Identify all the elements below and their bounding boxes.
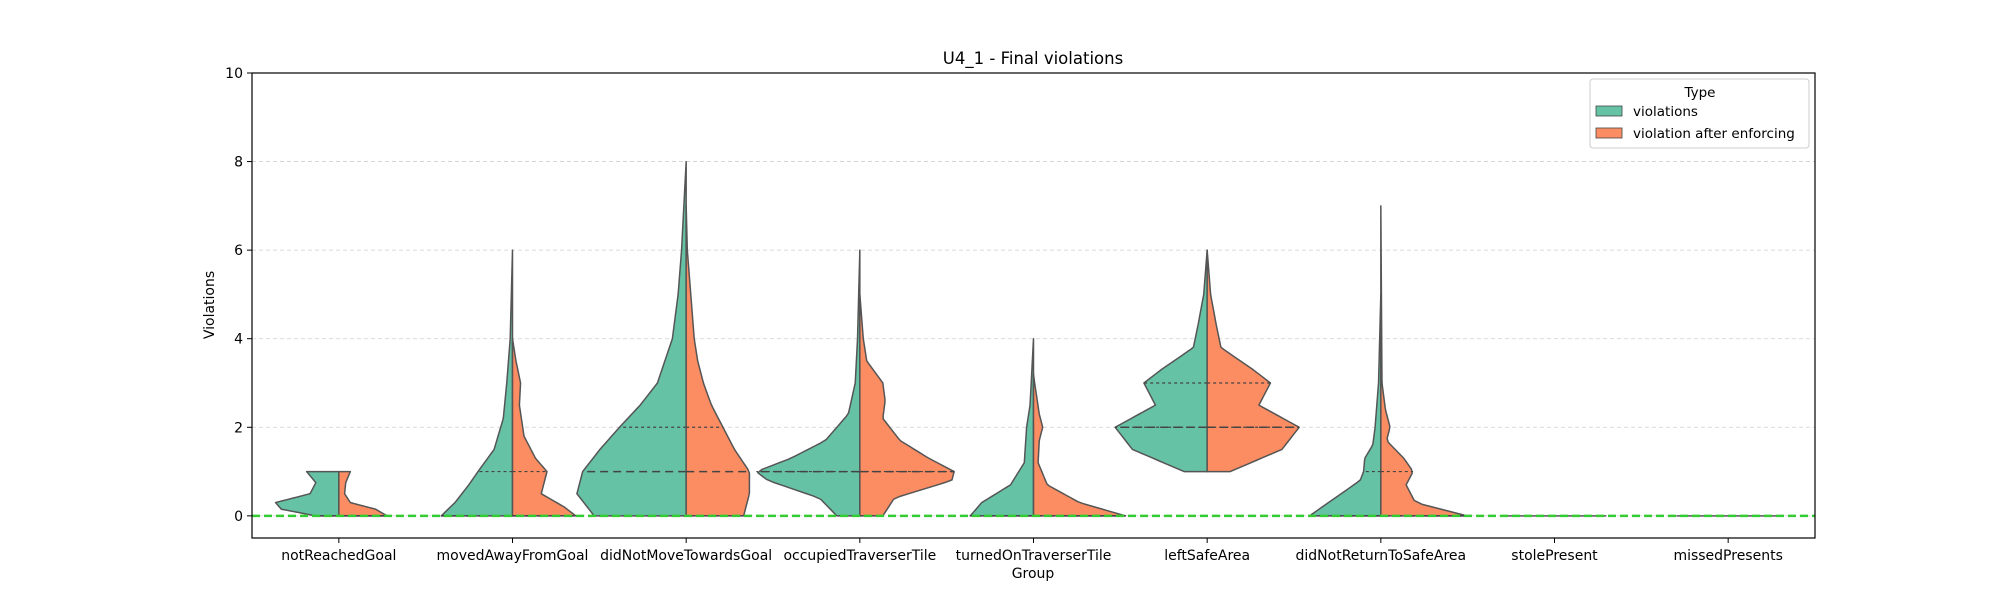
violin-body: [338, 470, 388, 517]
violin-body: [859, 293, 955, 517]
legend-swatch-violation-after-enforcing: [1595, 127, 1623, 139]
violin-body: [576, 160, 687, 517]
legend-box: [1589, 78, 1810, 149]
violin-body: [1114, 249, 1208, 473]
y-tick-label: 4: [234, 332, 243, 348]
y-tick-label: 10: [225, 66, 243, 82]
violin-body: [685, 205, 751, 517]
violin-violations-leftSafeArea: [1114, 249, 1208, 473]
x-axis-ticks: notReachedGoal movedAwayFromGoal didNotMov…: [281, 538, 1783, 564]
violin-body: [1206, 249, 1300, 473]
x-tick-label: didNotReturnToSafeArea: [1296, 548, 1467, 564]
violin-body: [969, 337, 1035, 517]
violin-violations-didNotMoveTowardsGoal: [576, 160, 687, 517]
y-tick-label: 2: [234, 420, 243, 436]
violin-body: [1032, 373, 1127, 517]
violin-violations-movedAwayFromGoal: [440, 249, 514, 517]
x-tick-label: missedPresents: [1673, 548, 1782, 564]
violins: [274, 160, 1780, 517]
x-tick-label: notReachedGoal: [281, 548, 396, 564]
violin-body: [511, 337, 577, 517]
legend-swatch-violations: [1595, 105, 1623, 117]
x-tick-label: leftSafeArea: [1164, 548, 1250, 564]
violin-after-enforcing-leftSafeArea: [1206, 249, 1300, 473]
y-tick-label: 0: [234, 509, 243, 525]
chart-title: U4_1 - Final violations: [943, 49, 1123, 69]
y-tick-label: 8: [234, 155, 243, 171]
y-axis-ticks: 0 2 4 6 8 10: [225, 66, 252, 525]
legend: Type violations violation after enforcin…: [1589, 78, 1810, 149]
violin-body: [440, 249, 514, 517]
violin-after-enforcing-didNotMoveTowardsGoal: [685, 205, 751, 517]
y-tick-label: 6: [234, 243, 243, 259]
violin-body: [1308, 293, 1382, 517]
x-tick-label: stolePresent: [1511, 548, 1598, 564]
violin-body: [1380, 205, 1468, 517]
x-tick-label: didNotMoveTowardsGoal: [600, 548, 772, 564]
violin-body: [757, 249, 861, 517]
x-tick-label: turnedOnTraverserTile: [956, 548, 1112, 564]
y-axis-label: Violations: [202, 271, 218, 339]
legend-label-violations: violations: [1633, 104, 1698, 120]
violin-body: [274, 470, 340, 517]
x-axis-label: Group: [1012, 566, 1055, 582]
legend-label-violation-after-enforcing: violation after enforcing: [1633, 126, 1795, 142]
x-tick-label: movedAwayFromGoal: [437, 548, 589, 564]
legend-title: Type: [1683, 85, 1715, 101]
x-tick-label: occupiedTraverserTile: [783, 548, 936, 564]
